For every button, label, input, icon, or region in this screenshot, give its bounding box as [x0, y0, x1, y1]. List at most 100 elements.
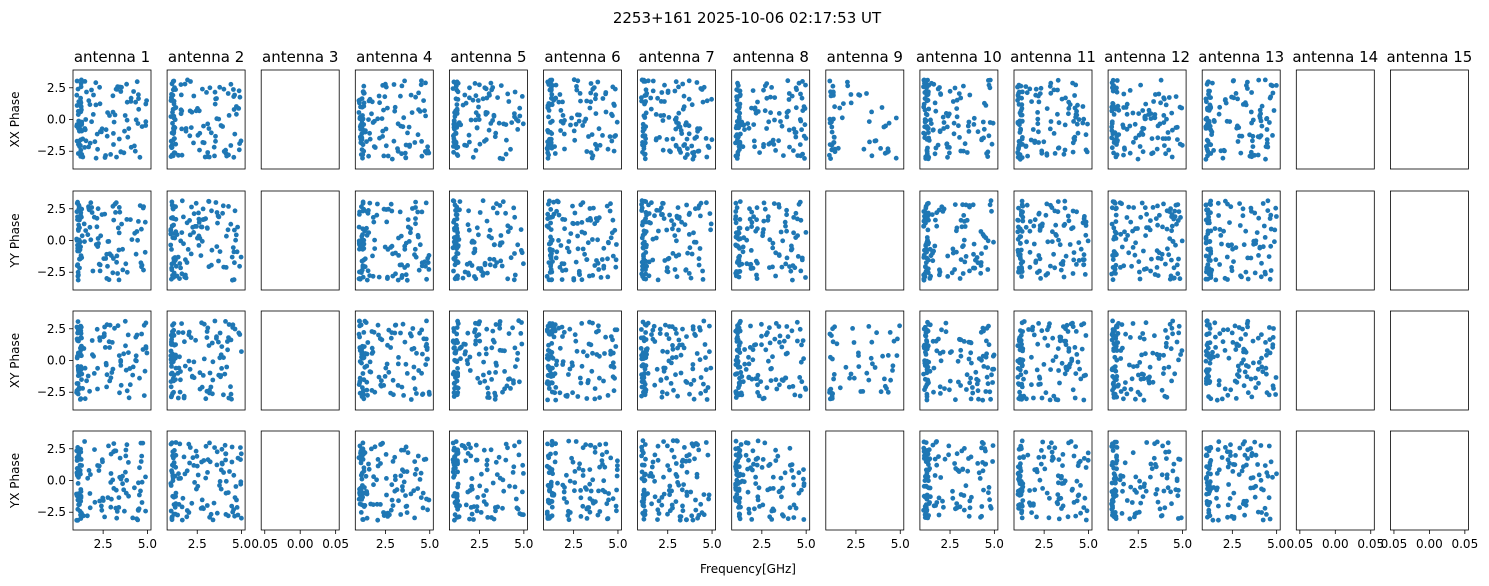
data-point: [208, 384, 214, 390]
data-point: [1067, 242, 1073, 247]
data-point: [1083, 147, 1089, 153]
data-point: [681, 482, 686, 487]
data-point: [866, 377, 872, 383]
data-point: [605, 274, 611, 280]
data-point: [493, 505, 498, 510]
data-point: [649, 501, 654, 507]
data-point: [560, 113, 566, 118]
data-point: [653, 112, 659, 117]
data-point: [1083, 333, 1089, 338]
data-point: [787, 144, 792, 150]
data-point: [879, 105, 885, 110]
data-point: [1259, 355, 1264, 361]
data-point: [1203, 202, 1209, 208]
data-point: [583, 442, 589, 448]
data-point: [169, 199, 175, 205]
y-tick-label: 0.0: [47, 113, 66, 127]
data-point: [827, 78, 833, 84]
data-point: [885, 353, 891, 358]
data-point: [203, 475, 209, 481]
data-point: [1031, 241, 1037, 247]
data-point: [133, 251, 139, 257]
data-point: [356, 98, 362, 103]
data-point: [664, 391, 670, 397]
data-point: [639, 77, 645, 83]
data-point: [455, 318, 460, 324]
data-point: [110, 93, 116, 99]
data-point: [1237, 133, 1242, 139]
data-point: [114, 253, 120, 259]
data-point: [566, 249, 572, 255]
data-point: [932, 243, 938, 249]
data-point: [779, 123, 785, 129]
data-point: [1131, 139, 1136, 145]
data-point: [454, 359, 460, 365]
data-point: [77, 144, 82, 149]
data-point: [136, 219, 141, 224]
data-point: [611, 101, 617, 107]
data-point: [212, 153, 217, 159]
data-point: [560, 334, 565, 339]
data-point: [667, 467, 672, 473]
data-point: [194, 224, 199, 229]
data-point: [398, 93, 403, 99]
data-point: [209, 208, 214, 214]
column-title: antenna 6: [544, 48, 620, 66]
data-point: [1019, 118, 1025, 124]
data-point: [118, 476, 124, 482]
data-point: [659, 502, 665, 508]
data-point: [200, 373, 206, 378]
data-point: [1034, 367, 1040, 373]
data-point: [964, 387, 969, 392]
data-point: [612, 375, 617, 381]
data-point: [770, 354, 775, 360]
data-point: [1065, 213, 1071, 219]
data-point: [765, 214, 771, 220]
data-point: [501, 488, 507, 494]
data-point: [389, 156, 395, 162]
data-point: [219, 344, 225, 349]
data-point: [398, 233, 404, 239]
y-tick-label: 2.5: [47, 202, 66, 216]
data-point: [1169, 154, 1175, 160]
data-point: [213, 200, 219, 205]
data-point: [782, 470, 788, 476]
data-point: [233, 232, 239, 238]
data-point: [572, 480, 578, 485]
data-point: [475, 98, 481, 103]
data-point: [367, 136, 373, 142]
data-point: [666, 115, 672, 120]
data-point: [969, 360, 974, 366]
data-point: [665, 90, 671, 95]
column-title: antenna 14: [1292, 48, 1378, 66]
data-point: [1140, 331, 1146, 336]
data-point: [781, 338, 787, 344]
data-point: [669, 218, 674, 224]
data-point: [679, 219, 684, 225]
data-point: [366, 461, 371, 467]
data-point: [456, 514, 462, 520]
data-point: [573, 338, 579, 344]
data-point: [649, 464, 655, 470]
data-point: [1176, 323, 1182, 329]
data-point: [845, 79, 850, 85]
data-point: [176, 152, 181, 158]
data-point: [383, 452, 389, 457]
data-point: [480, 198, 486, 204]
data-point: [463, 458, 469, 464]
data-point: [399, 275, 405, 280]
data-point: [1037, 376, 1043, 381]
data-point: [1085, 238, 1091, 244]
data-point: [675, 438, 680, 444]
data-point: [746, 125, 752, 131]
data-point: [109, 496, 114, 502]
data-point: [1073, 371, 1079, 376]
data-point: [603, 109, 609, 115]
data-point: [454, 152, 460, 157]
data-point: [1148, 268, 1153, 274]
data-point: [1220, 155, 1226, 161]
data-point: [372, 237, 377, 243]
data-point: [391, 138, 397, 144]
data-point: [696, 262, 702, 268]
data-point: [650, 236, 656, 242]
